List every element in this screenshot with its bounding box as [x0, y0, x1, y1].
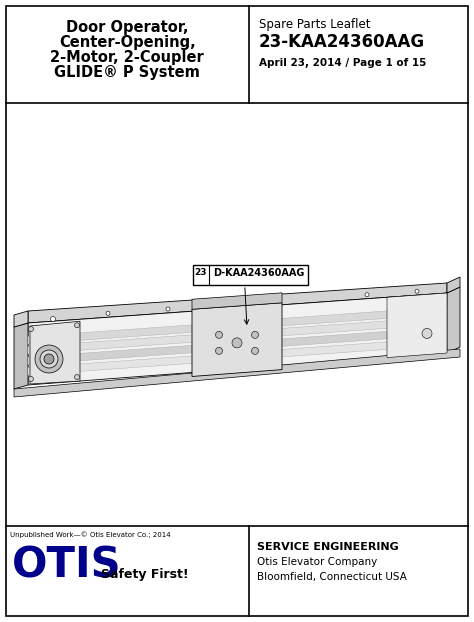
Circle shape: [415, 289, 419, 293]
Text: 23-KAA24360AAG: 23-KAA24360AAG: [258, 33, 425, 51]
Text: Safety First!: Safety First!: [101, 568, 189, 581]
Circle shape: [365, 293, 369, 297]
Text: Unpublished Work—© Otis Elevator Co.; 2014: Unpublished Work—© Otis Elevator Co.; 20…: [10, 531, 171, 537]
Text: Spare Parts Leaflet: Spare Parts Leaflet: [258, 18, 370, 31]
Polygon shape: [28, 338, 447, 375]
Text: 23: 23: [195, 268, 207, 277]
Polygon shape: [192, 303, 282, 376]
Bar: [193, 265, 308, 285]
Circle shape: [252, 332, 258, 338]
Circle shape: [74, 323, 80, 328]
Text: April 23, 2014 / Page 1 of 15: April 23, 2014 / Page 1 of 15: [258, 58, 426, 68]
Text: Door Operator,: Door Operator,: [66, 20, 189, 35]
Circle shape: [28, 376, 34, 381]
Polygon shape: [28, 283, 447, 323]
Circle shape: [232, 338, 242, 348]
Circle shape: [216, 347, 222, 355]
Polygon shape: [447, 277, 460, 293]
Text: Otis Elevator Company: Otis Elevator Company: [256, 557, 377, 567]
Text: D-KAA24360AAG: D-KAA24360AAG: [213, 268, 304, 278]
Text: Bloomfield, Connecticut USA: Bloomfield, Connecticut USA: [256, 572, 406, 582]
Polygon shape: [447, 287, 460, 353]
Circle shape: [44, 354, 54, 364]
Circle shape: [216, 332, 222, 338]
Circle shape: [74, 374, 80, 379]
Polygon shape: [28, 327, 447, 364]
Text: 2-Motor, 2-Coupler: 2-Motor, 2-Coupler: [50, 50, 204, 65]
Polygon shape: [28, 317, 447, 354]
Polygon shape: [14, 349, 460, 397]
Circle shape: [40, 350, 58, 368]
Text: OTIS: OTIS: [12, 544, 122, 586]
Circle shape: [35, 345, 63, 373]
Circle shape: [252, 347, 258, 355]
Text: Center-Opening,: Center-Opening,: [59, 35, 196, 50]
Polygon shape: [14, 311, 28, 327]
Polygon shape: [28, 307, 447, 344]
Polygon shape: [14, 323, 28, 389]
Circle shape: [106, 311, 110, 315]
Polygon shape: [28, 293, 447, 385]
Circle shape: [51, 317, 55, 322]
Circle shape: [422, 328, 432, 338]
Text: GLIDE® P System: GLIDE® P System: [55, 65, 200, 80]
Polygon shape: [387, 293, 447, 358]
Circle shape: [28, 327, 34, 332]
Polygon shape: [30, 322, 80, 384]
Polygon shape: [192, 293, 282, 309]
Text: SERVICE ENGINEERING: SERVICE ENGINEERING: [256, 542, 398, 552]
Circle shape: [166, 307, 170, 311]
